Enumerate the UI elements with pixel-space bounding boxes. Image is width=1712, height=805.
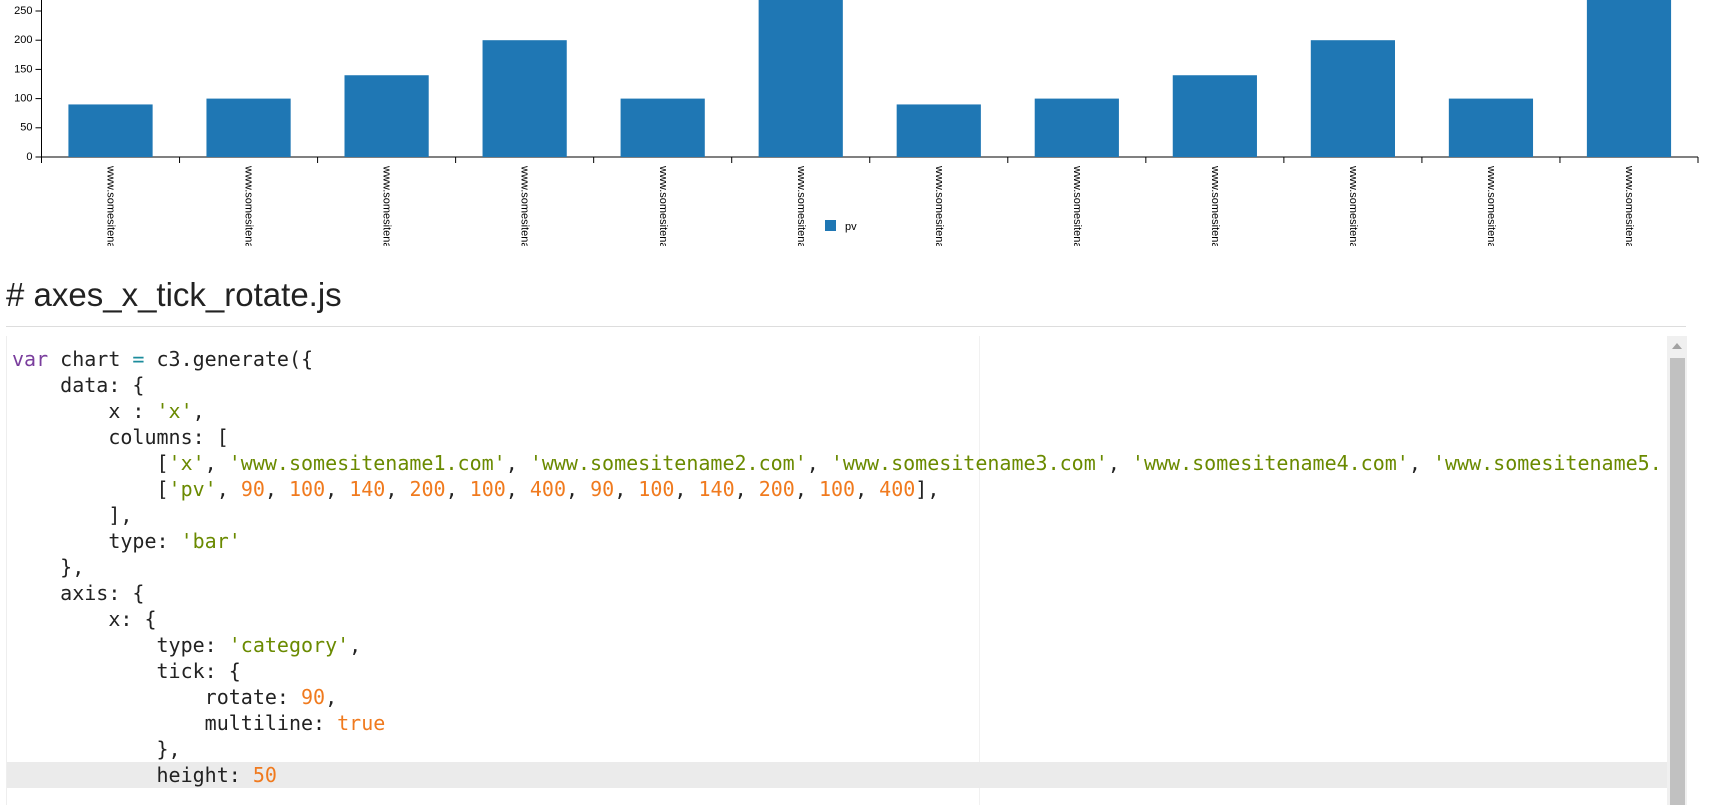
code-line: rotate: 90, [12,685,338,709]
bar [68,104,153,157]
code-editor: var chart = c3.generate({ data: { x : 'x… [6,336,1687,805]
code-line: x: { [12,607,157,631]
x-labels: www.somesitename1.com www.somesitename2.c… [105,165,1635,260]
bar [1172,75,1257,157]
x-tick-label: www.somesitename3.com [381,165,393,260]
bar [482,40,567,158]
x-tick-label: www.somesitename7.com [933,165,945,260]
code-line: columns: [ [12,425,229,449]
x-tick-label: www.somesitename5.com [657,165,669,260]
bar [896,104,981,157]
bar [1310,40,1395,158]
code-line: }, [12,555,85,579]
code-line: type: 'category', [12,633,362,657]
code-line: data: { [12,373,145,397]
y-tick-label: 200 [14,34,32,46]
code-line: type: 'bar' [12,529,241,553]
x-tick-label: www.somesitename12.com [1623,165,1635,260]
code-line: axis: { [12,581,145,605]
scroll-up[interactable] [1672,343,1682,349]
code-line: var chart = c3.generate({ [12,347,314,371]
legend-label: pv [845,221,857,233]
bar [758,0,843,158]
bar [344,75,429,157]
y-tick-label: 150 [14,63,32,75]
code-line: tick: { [12,659,241,683]
code-line: ['x', 'www.somesitename1.com', 'www.some… [12,451,1662,475]
scrollbar[interactable] [1667,336,1687,805]
bar [1586,0,1672,158]
x-tick-label: www.somesitename2.com [243,165,255,260]
x-tick-label: www.somesitename4.com [519,165,531,260]
code-line: ['pv', 90, 100, 140, 200, 100, 400, 90, … [12,477,940,501]
bar [206,98,291,157]
x-tick-label: www.somesitename1.com [105,165,117,260]
x-tick-label: www.somesitename6.com [795,165,807,260]
scroll-thumb[interactable] [1670,358,1685,805]
x-tick-label: www.somesitename9.com [1209,165,1221,260]
bar [620,98,705,157]
bar [1034,98,1119,157]
divider [6,326,1686,327]
code-line: height: 50 [7,762,1667,788]
x-tick-label: www.somesitename8.com [1071,165,1083,260]
code-line: ], [12,503,133,527]
y-tick-label: 250 [14,5,32,17]
code-line: x : 'x', [12,399,205,423]
code-line: multiline: true [12,711,386,735]
y-tick-label: 0 [26,151,32,163]
chart: www.somesitename1.com www.somesitename2.c… [14,0,1699,260]
code-line: }, [12,737,181,761]
y-tick-label: 100 [14,93,32,105]
legend-swatch [825,220,836,231]
heading: # axes_x_tick_rotate.js [6,276,342,313]
bar [1448,98,1534,157]
print-margin [979,336,980,805]
x-tick-label: www.somesitename10.com [1347,165,1359,260]
x-tick-label: www.somesitename11.com [1485,165,1497,260]
y-tick-label: 50 [20,122,32,134]
